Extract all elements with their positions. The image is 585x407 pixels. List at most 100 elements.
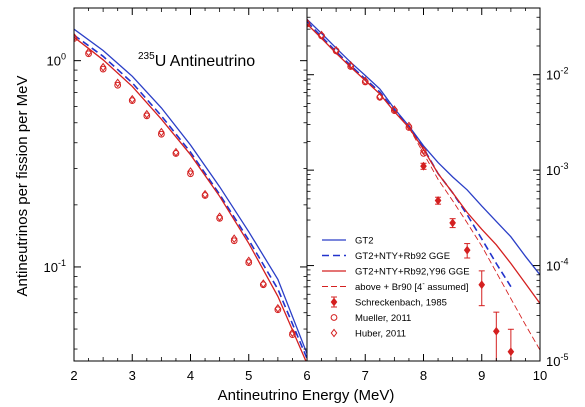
legend-label-1: GT2+NTY+Rb92 GGE — [355, 251, 450, 262]
marker-point-1 — [157, 130, 165, 138]
marker-point-0 — [420, 161, 427, 171]
marker-point-2 — [259, 279, 267, 289]
left-y-tick-label: 10-1 — [44, 258, 66, 275]
marker-point-2 — [187, 167, 194, 176]
legend-label-3: above + Br90 [4- assumed] — [355, 281, 469, 293]
marker-point-0 — [507, 347, 515, 357]
tick-base: 10 — [546, 259, 560, 274]
right-panel-plot-area — [307, 18, 540, 361]
legend-swatch-6 — [330, 328, 338, 338]
x-tick-label: 2 — [70, 368, 77, 383]
marker-point-0 — [434, 196, 442, 205]
marker-point-1 — [420, 149, 427, 157]
legend-label-4: Schreckenbach, 1985 — [355, 298, 447, 309]
marker-point-1 — [85, 50, 92, 58]
tick-exponent: -1 — [58, 258, 66, 268]
legend-label-sup: - — [422, 281, 425, 288]
marker-point-2 — [172, 147, 180, 157]
marker-point-2 — [307, 18, 311, 28]
legend: GT2 GT2+NTY+Rb92 GGE GT2+NTY+Rb92,Y96 GGE a… — [322, 236, 470, 340]
tick-exponent: -4 — [560, 257, 568, 267]
right-y-tick-label: 10-3 — [546, 161, 568, 178]
legend-label-6: Huber, 2011 — [355, 329, 406, 340]
marker-point-2 — [376, 92, 384, 102]
marker-point-2 — [230, 234, 238, 244]
legend-label-0: GT2 — [355, 236, 373, 247]
marker-point-2 — [318, 30, 325, 40]
legend-swatch-4 — [330, 297, 338, 307]
marker-point-0 — [463, 245, 471, 255]
marker-point-2 — [216, 212, 223, 222]
chart-title: 235U Antineutrino — [138, 51, 255, 70]
marker-point-2 — [143, 109, 151, 119]
series-line-1-left — [74, 34, 307, 361]
legend-label-5: Mueller, 2011 — [355, 313, 411, 324]
series-line-0-left — [74, 28, 307, 356]
series-line-1-right — [307, 21, 512, 288]
left-panel-plot-area — [74, 28, 307, 361]
marker-point-1 — [114, 81, 122, 89]
marker-point-2 — [361, 76, 369, 86]
legend-label-part: assumed] — [425, 282, 469, 293]
title-main: U Antineutrino — [155, 53, 256, 70]
marker-point-1 — [230, 237, 238, 245]
tick-exponent: 0 — [61, 52, 66, 62]
marker-point-2 — [114, 78, 122, 88]
legend-label-part: above + Br90 [4 — [355, 282, 422, 293]
marker-point-1 — [99, 65, 107, 73]
marker-point-2 — [245, 256, 253, 266]
right-y-tick-label: 10-5 — [546, 352, 568, 369]
x-tick-label: 7 — [362, 368, 369, 383]
x-tick-label: 10 — [533, 368, 547, 383]
legend-swatch-5 — [330, 314, 338, 321]
tick-exponent: -2 — [560, 66, 568, 76]
marker-point-0 — [478, 280, 486, 290]
marker-point-2 — [289, 328, 296, 338]
tick-base: 10 — [546, 68, 560, 83]
tick-exponent: -3 — [560, 161, 568, 171]
marker-point-2 — [274, 303, 282, 313]
x-axis-title: Antineutrino Energy (MeV) — [218, 387, 395, 404]
x-tick-label: 5 — [245, 368, 252, 383]
series-line-2-left — [74, 36, 307, 361]
marker-point-2 — [128, 94, 136, 104]
x-tick-label: 4 — [187, 368, 194, 383]
marker-point-2 — [420, 146, 427, 156]
x-tick-label: 8 — [420, 368, 427, 383]
x-tick-label: 9 — [478, 368, 485, 383]
right-y-tick-label: 10-4 — [546, 257, 568, 274]
marker-point-2 — [74, 32, 78, 42]
tick-base: 10 — [44, 260, 58, 275]
right-y-tick-label: 10-2 — [546, 66, 568, 83]
marker-point-0 — [449, 218, 456, 228]
series-line-0-right — [307, 18, 540, 276]
marker-point-0 — [492, 326, 500, 336]
marker-point-1 — [143, 112, 151, 120]
series-line-2-right — [307, 23, 540, 304]
marker-point-2 — [347, 61, 355, 70]
plot-layer — [74, 18, 540, 361]
tick-base: 10 — [546, 354, 560, 369]
marker-point-1 — [187, 170, 194, 178]
legend-label-2: GT2+NTY+Rb92,Y96 GGE — [355, 267, 470, 278]
x-tick-label: 3 — [129, 368, 136, 383]
tick-base: 10 — [47, 54, 61, 69]
y-axis-title: Antineutrinos per fission per MeV — [14, 76, 31, 297]
marker-point-2 — [85, 47, 92, 57]
marker-point-1 — [307, 20, 311, 28]
title-superscript: 235 — [138, 51, 155, 62]
left-y-tick-label: 100 — [47, 52, 66, 69]
marker-point-2 — [332, 45, 340, 55]
marker-point-2 — [158, 127, 165, 137]
tick-exponent: -5 — [560, 352, 568, 362]
marker-point-2 — [405, 121, 413, 131]
marker-point-1 — [289, 331, 296, 338]
tick-base: 10 — [546, 163, 560, 178]
marker-point-2 — [201, 189, 209, 199]
marker-point-2 — [99, 62, 107, 72]
marker-point-1 — [245, 259, 253, 266]
marker-point-2 — [391, 105, 398, 115]
